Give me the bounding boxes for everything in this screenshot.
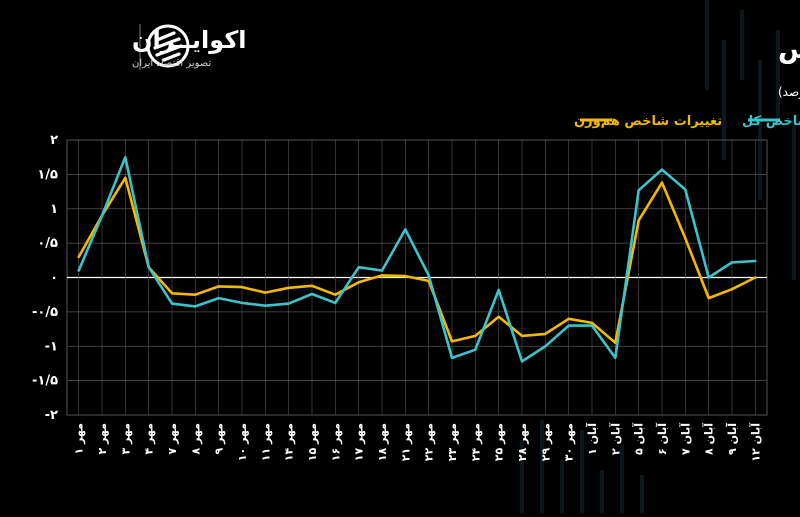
y-tick-label: ۱/۵ — [37, 167, 58, 182]
x-axis: ۱ مهر ۲ مهر ۳ مهر ۴ مهر ۷ مهر ۸ مهر ۹ مهر ۱۰ مه… — [73, 423, 763, 462]
y-tick-label: -۰/۵ — [32, 305, 58, 320]
y-tick-label: ۰ — [50, 271, 58, 286]
x-tick-label: ۱۷ مهر — [353, 423, 366, 461]
brand-tagline: تصویر اقتصاد ایران — [132, 58, 211, 69]
x-tick-label: ۱۸ مهر — [376, 423, 389, 461]
x-tick-label: ۲ آبان — [608, 423, 622, 455]
legend-label-total-index: تغییرات شاخص کل — [742, 114, 800, 129]
x-tick-label: ۱۶ مهر — [329, 423, 342, 461]
x-tick-label: ۸ آبان — [702, 423, 716, 455]
x-tick-label: ۱۰ مهر — [236, 423, 249, 461]
x-tick-label: ۹ مهر — [213, 423, 226, 454]
x-tick-label: ۱ مهر — [73, 423, 86, 454]
y-tick-label: ۰/۵ — [37, 236, 58, 251]
x-tick-label: ۳۰ مهر — [563, 423, 576, 461]
series-line-total-index — [77, 155, 757, 363]
x-tick-label: ۸ مهر — [189, 423, 202, 454]
brand-name: اکوایــران — [132, 26, 247, 54]
y-tick-label: -۱ — [45, 339, 58, 354]
series-lines — [77, 155, 757, 363]
y-tick-label: ۱ — [50, 202, 58, 217]
x-tick-label: ۲۵ مهر — [493, 423, 506, 461]
chart-title: روند تغییرات روزانه شاخص بورس — [778, 34, 800, 65]
x-tick-label: ۱۲ آبان — [748, 423, 762, 462]
x-tick-label: ۱ آبان — [585, 423, 599, 455]
x-tick-label: ۱۴ مهر — [283, 423, 296, 461]
x-tick-label: ۲۳ مهر — [446, 423, 459, 461]
x-tick-label: ۳ مهر — [119, 423, 132, 454]
x-tick-label: ۷ مهر — [166, 423, 179, 454]
background-decoration — [520, 0, 796, 513]
x-tick-label: ۲۸ مهر — [516, 423, 529, 461]
x-tick-label: ۱۵ مهر — [306, 423, 319, 461]
x-tick-label: ۱۱ مهر — [259, 423, 272, 461]
y-tick-label: -۲ — [45, 408, 58, 423]
y-tick-label: -۱/۵ — [32, 374, 58, 389]
x-tick-label: ۵ آبان — [632, 423, 646, 455]
x-tick-label: ۲ مهر — [96, 423, 109, 454]
brand-logo: اکوایــران تصویر اقتصاد ایران — [132, 24, 247, 70]
legend-label-equal-weight-index: تغییرات شاخص هم‌وزن — [574, 114, 722, 129]
ecoiran-logo-icon — [146, 24, 190, 68]
y-axis: ۲ ۱/۵ ۱ ۰/۵ ۰ -۰/۵ -۱ -۱/۵ -۲ — [32, 133, 58, 423]
x-tick-label: ۲۴ مهر — [469, 423, 482, 461]
x-tick-label: ۶ آبان — [655, 423, 669, 455]
x-tick-label: ۲۹ مهر — [539, 423, 552, 461]
legend: تغییرات شاخص کل تغییرات شاخص هم‌وزن — [574, 114, 800, 129]
x-tick-label: ۷ آبان — [678, 423, 692, 455]
x-tick-label: ۲۱ مهر — [399, 423, 412, 461]
y-tick-label: ۲ — [50, 133, 58, 148]
x-tick-label: ۹ آبان — [725, 423, 739, 455]
x-tick-label: ۲۲ مهر — [423, 423, 436, 461]
x-tick-label: ۴ مهر — [143, 423, 156, 454]
unit-label: (واحد: درصد) — [778, 85, 800, 100]
series-line-equal-weight-index — [77, 176, 757, 345]
grid — [67, 139, 767, 416]
